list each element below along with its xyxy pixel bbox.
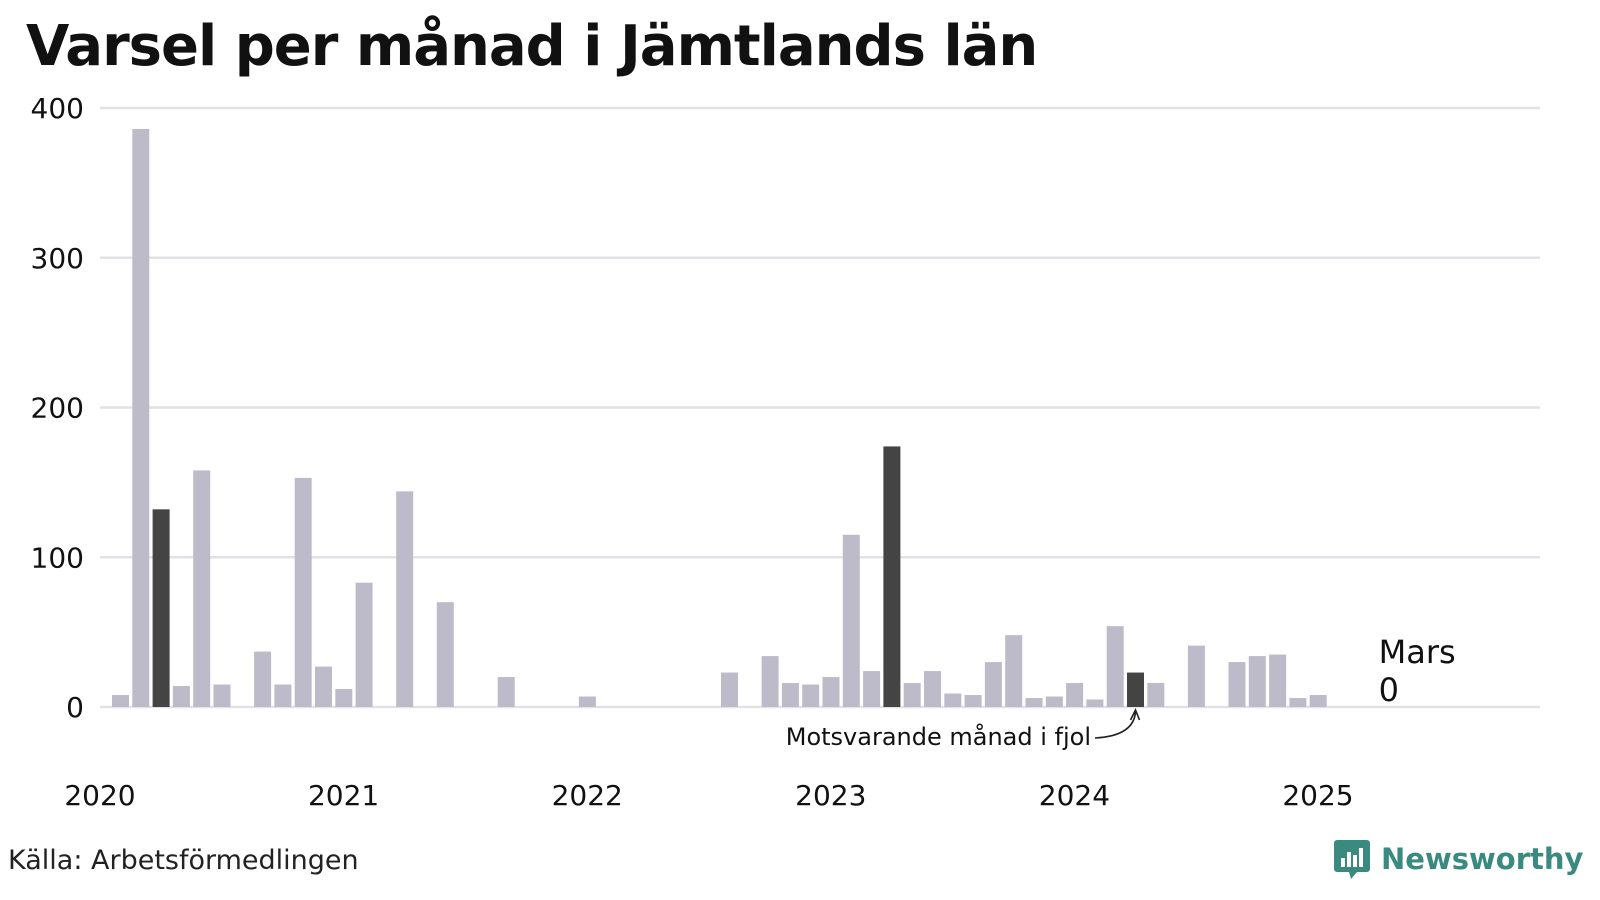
bar-2024-10 [1269, 654, 1287, 707]
y-tick-label: 0 [66, 691, 84, 724]
bar-2023-07 [964, 695, 982, 707]
x-tick-label: 2023 [795, 779, 866, 812]
y-tick-label: 300 [31, 242, 84, 275]
chart-bubble-icon [1333, 838, 1371, 880]
bar-2020-05 [193, 470, 211, 707]
x-tick-label: 2020 [64, 779, 135, 812]
bar-2020-06 [213, 684, 231, 707]
bar-2022-11 [802, 684, 820, 707]
brand-name: Newsworthy [1381, 842, 1584, 876]
bar-2021-01 [355, 582, 373, 707]
bar-2023-02 [863, 671, 881, 707]
bar-2024-08 [1228, 662, 1246, 707]
bar-2024-12 [1309, 695, 1327, 707]
bar-2020-02 [132, 128, 150, 708]
bar-2023-06 [944, 693, 962, 707]
y-tick-label: 100 [31, 541, 84, 574]
bar-2024-06 [1187, 645, 1205, 707]
bar-2024-02 [1106, 626, 1124, 707]
bar-2023-08 [984, 662, 1002, 707]
bar-2022-09 [761, 656, 779, 707]
bar-2023-05 [924, 671, 941, 707]
bar-2024-04 [1147, 683, 1165, 707]
bar-2023-11 [1045, 696, 1063, 707]
x-tick-label: 2021 [308, 779, 379, 812]
bar-2020-12 [335, 689, 353, 707]
bar-2020-11 [315, 666, 332, 707]
bar-2024-09 [1248, 656, 1266, 707]
gridlines [100, 106, 1540, 709]
bar-2023-10 [1025, 698, 1043, 707]
bar-2023-03 [883, 446, 901, 707]
bar-2023-01 [842, 534, 860, 707]
bar-2020-10 [294, 477, 312, 707]
y-axis-ticks: 0 100 200 300 400 [31, 92, 84, 724]
bar-2024-11 [1289, 698, 1307, 707]
bar-2021-08 [497, 677, 515, 707]
bar-2020-03 [152, 509, 170, 707]
chart-title: Varsel per månad i Jämtlands län [26, 14, 1038, 79]
annotation-arrow [1094, 711, 1137, 739]
latest-month-value: 0 [1379, 671, 1399, 709]
bar-2022-12 [822, 677, 840, 707]
latest-month-label: Mars [1379, 633, 1456, 671]
bar-2020-04 [172, 686, 190, 707]
x-tick-label: 2025 [1282, 779, 1353, 812]
bar-2020-08 [254, 651, 272, 707]
bar-2021-12 [578, 696, 596, 707]
y-tick-label: 200 [31, 392, 84, 425]
bar-2023-12 [1066, 683, 1084, 707]
bar-2022-10 [781, 683, 799, 707]
bar-2020-01 [112, 695, 129, 707]
annotation-label: Motsvarande månad i fjol [786, 722, 1091, 751]
x-tick-label: 2024 [1039, 779, 1110, 812]
x-tick-label: 2022 [552, 779, 623, 812]
x-axis-ticks: 2020 2021 2022 2023 2024 2025 [64, 779, 1353, 812]
bar-2022-07 [721, 672, 738, 707]
bar-2020-09 [274, 684, 292, 707]
bars [112, 128, 1327, 708]
bar-2021-03 [396, 491, 414, 707]
source-note: Källa: Arbetsförmedlingen [8, 845, 359, 876]
bar-2023-09 [1005, 635, 1023, 707]
brand-logo: Newsworthy [1333, 838, 1583, 880]
arrow-head-icon [1129, 708, 1141, 721]
y-tick-label: 400 [31, 92, 84, 125]
bar-2023-04 [903, 683, 921, 707]
bar-2021-05 [436, 602, 454, 707]
bar-2024-03 [1127, 672, 1144, 707]
bar-2024-01 [1086, 699, 1104, 707]
